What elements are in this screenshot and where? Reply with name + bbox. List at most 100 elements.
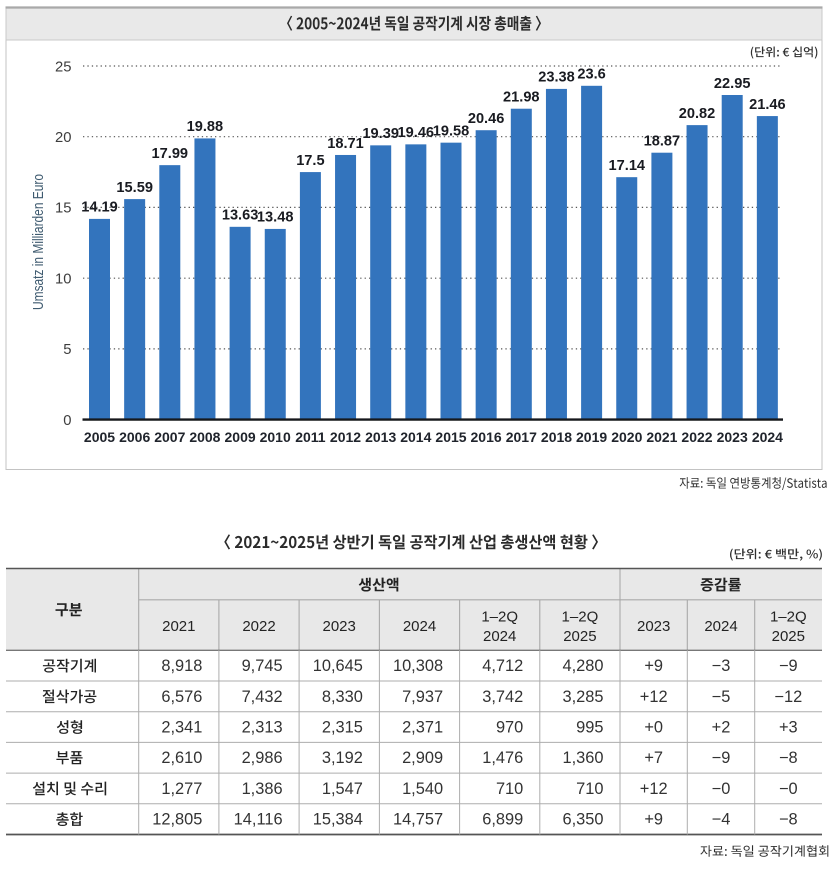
svg-text:2007: 2007 [154, 429, 185, 445]
svg-text:2,315: 2,315 [322, 719, 363, 737]
svg-text:+2: +2 [712, 719, 731, 737]
svg-text:2024: 2024 [403, 618, 436, 635]
svg-text:2025: 2025 [563, 628, 596, 645]
svg-text:2016: 2016 [471, 429, 502, 445]
svg-text:7,432: 7,432 [242, 688, 283, 706]
svg-text:18.71: 18.71 [327, 136, 364, 152]
svg-text:2018: 2018 [541, 429, 572, 445]
svg-text:2024: 2024 [704, 618, 737, 635]
svg-text:5: 5 [63, 342, 71, 358]
svg-text:2011: 2011 [295, 429, 326, 445]
svg-text:1,360: 1,360 [562, 749, 603, 767]
svg-text:4,712: 4,712 [482, 657, 523, 675]
svg-text:2014: 2014 [400, 429, 431, 445]
svg-text:6,899: 6,899 [482, 811, 523, 829]
svg-text:2015: 2015 [435, 429, 466, 445]
svg-text:6,576: 6,576 [161, 688, 202, 706]
svg-text:22.95: 22.95 [714, 76, 751, 92]
svg-text:−0: −0 [712, 780, 731, 798]
svg-text:10,645: 10,645 [313, 657, 363, 675]
svg-text:2,313: 2,313 [242, 719, 283, 737]
svg-text:8,330: 8,330 [322, 688, 363, 706]
svg-text:20: 20 [55, 130, 71, 146]
svg-text:20.82: 20.82 [679, 106, 716, 122]
svg-text:2,341: 2,341 [161, 719, 202, 737]
svg-text:8,918: 8,918 [161, 657, 202, 675]
svg-text:2012: 2012 [330, 429, 361, 445]
svg-text:−3: −3 [712, 657, 731, 675]
svg-text:2017: 2017 [506, 429, 537, 445]
svg-text:−8: −8 [779, 749, 798, 767]
svg-text:2006: 2006 [119, 429, 150, 445]
svg-text:0: 0 [63, 413, 71, 429]
svg-text:12,805: 12,805 [152, 811, 202, 829]
svg-text:−9: −9 [779, 657, 798, 675]
svg-text:2020: 2020 [611, 429, 642, 445]
svg-text:20.46: 20.46 [468, 111, 505, 127]
svg-text:18.87: 18.87 [644, 134, 681, 150]
svg-text:13.63: 13.63 [222, 208, 259, 224]
svg-text:4,280: 4,280 [562, 657, 603, 675]
svg-text:+12: +12 [640, 780, 668, 798]
svg-text:+0: +0 [644, 719, 663, 737]
svg-text:14,116: 14,116 [234, 811, 283, 829]
svg-text:2005: 2005 [84, 429, 115, 445]
svg-text:−5: −5 [712, 688, 731, 706]
svg-text:2,371: 2,371 [402, 719, 443, 737]
svg-text:2021: 2021 [162, 618, 195, 635]
svg-text:23.38: 23.38 [538, 70, 575, 86]
svg-text:17.14: 17.14 [609, 158, 646, 174]
svg-text:2023: 2023 [637, 618, 670, 635]
svg-text:2023: 2023 [717, 429, 748, 445]
svg-text:+9: +9 [644, 657, 663, 675]
svg-text:1,386: 1,386 [242, 780, 283, 798]
svg-text:17.5: 17.5 [296, 153, 324, 169]
svg-text:3,742: 3,742 [482, 688, 523, 706]
svg-text:25: 25 [55, 59, 71, 75]
svg-text:19.46: 19.46 [398, 125, 435, 141]
svg-text:15.59: 15.59 [116, 180, 153, 196]
svg-text:2022: 2022 [242, 618, 275, 635]
svg-text:−9: −9 [712, 749, 731, 767]
svg-text:9,745: 9,745 [242, 657, 283, 675]
svg-text:1–2Q: 1–2Q [562, 609, 599, 626]
svg-text:−12: −12 [774, 688, 802, 706]
svg-text:+9: +9 [644, 811, 663, 829]
svg-text:6,350: 6,350 [562, 811, 603, 829]
svg-text:+12: +12 [640, 688, 668, 706]
svg-text:2023: 2023 [323, 618, 356, 635]
svg-text:+7: +7 [644, 749, 663, 767]
svg-text:2,909: 2,909 [402, 749, 443, 767]
svg-text:2024: 2024 [752, 429, 783, 445]
svg-text:14.19: 14.19 [81, 200, 118, 216]
svg-text:Umsatz in Milliarden Euro: Umsatz in Milliarden Euro [31, 174, 47, 310]
svg-text:1,540: 1,540 [402, 780, 443, 798]
svg-text:2,610: 2,610 [161, 749, 202, 767]
svg-text:970: 970 [496, 719, 523, 737]
svg-text:13.48: 13.48 [257, 210, 294, 226]
svg-text:19.88: 19.88 [187, 119, 224, 135]
svg-text:1,476: 1,476 [482, 749, 523, 767]
svg-text:−4: −4 [712, 811, 731, 829]
svg-text:21.98: 21.98 [503, 90, 540, 106]
svg-text:2013: 2013 [365, 429, 396, 445]
svg-text:1,277: 1,277 [161, 780, 202, 798]
svg-text:2025: 2025 [772, 628, 805, 645]
svg-text:17.99: 17.99 [152, 146, 189, 162]
svg-text:19.58: 19.58 [433, 124, 470, 140]
svg-text:15: 15 [55, 201, 71, 217]
svg-text:2022: 2022 [681, 429, 712, 445]
svg-text:3,285: 3,285 [562, 688, 603, 706]
svg-text:710: 710 [576, 780, 603, 798]
svg-text:10: 10 [55, 272, 71, 288]
svg-text:2010: 2010 [260, 429, 291, 445]
svg-text:995: 995 [576, 719, 603, 737]
svg-text:10,308: 10,308 [393, 657, 443, 675]
svg-text:2008: 2008 [189, 429, 220, 445]
svg-text:−0: −0 [779, 780, 798, 798]
svg-text:21.46: 21.46 [749, 97, 786, 113]
svg-text:1–2Q: 1–2Q [770, 609, 807, 626]
svg-text:15,384: 15,384 [313, 811, 363, 829]
svg-text:19.39: 19.39 [362, 126, 399, 142]
svg-text:2021: 2021 [646, 429, 677, 445]
